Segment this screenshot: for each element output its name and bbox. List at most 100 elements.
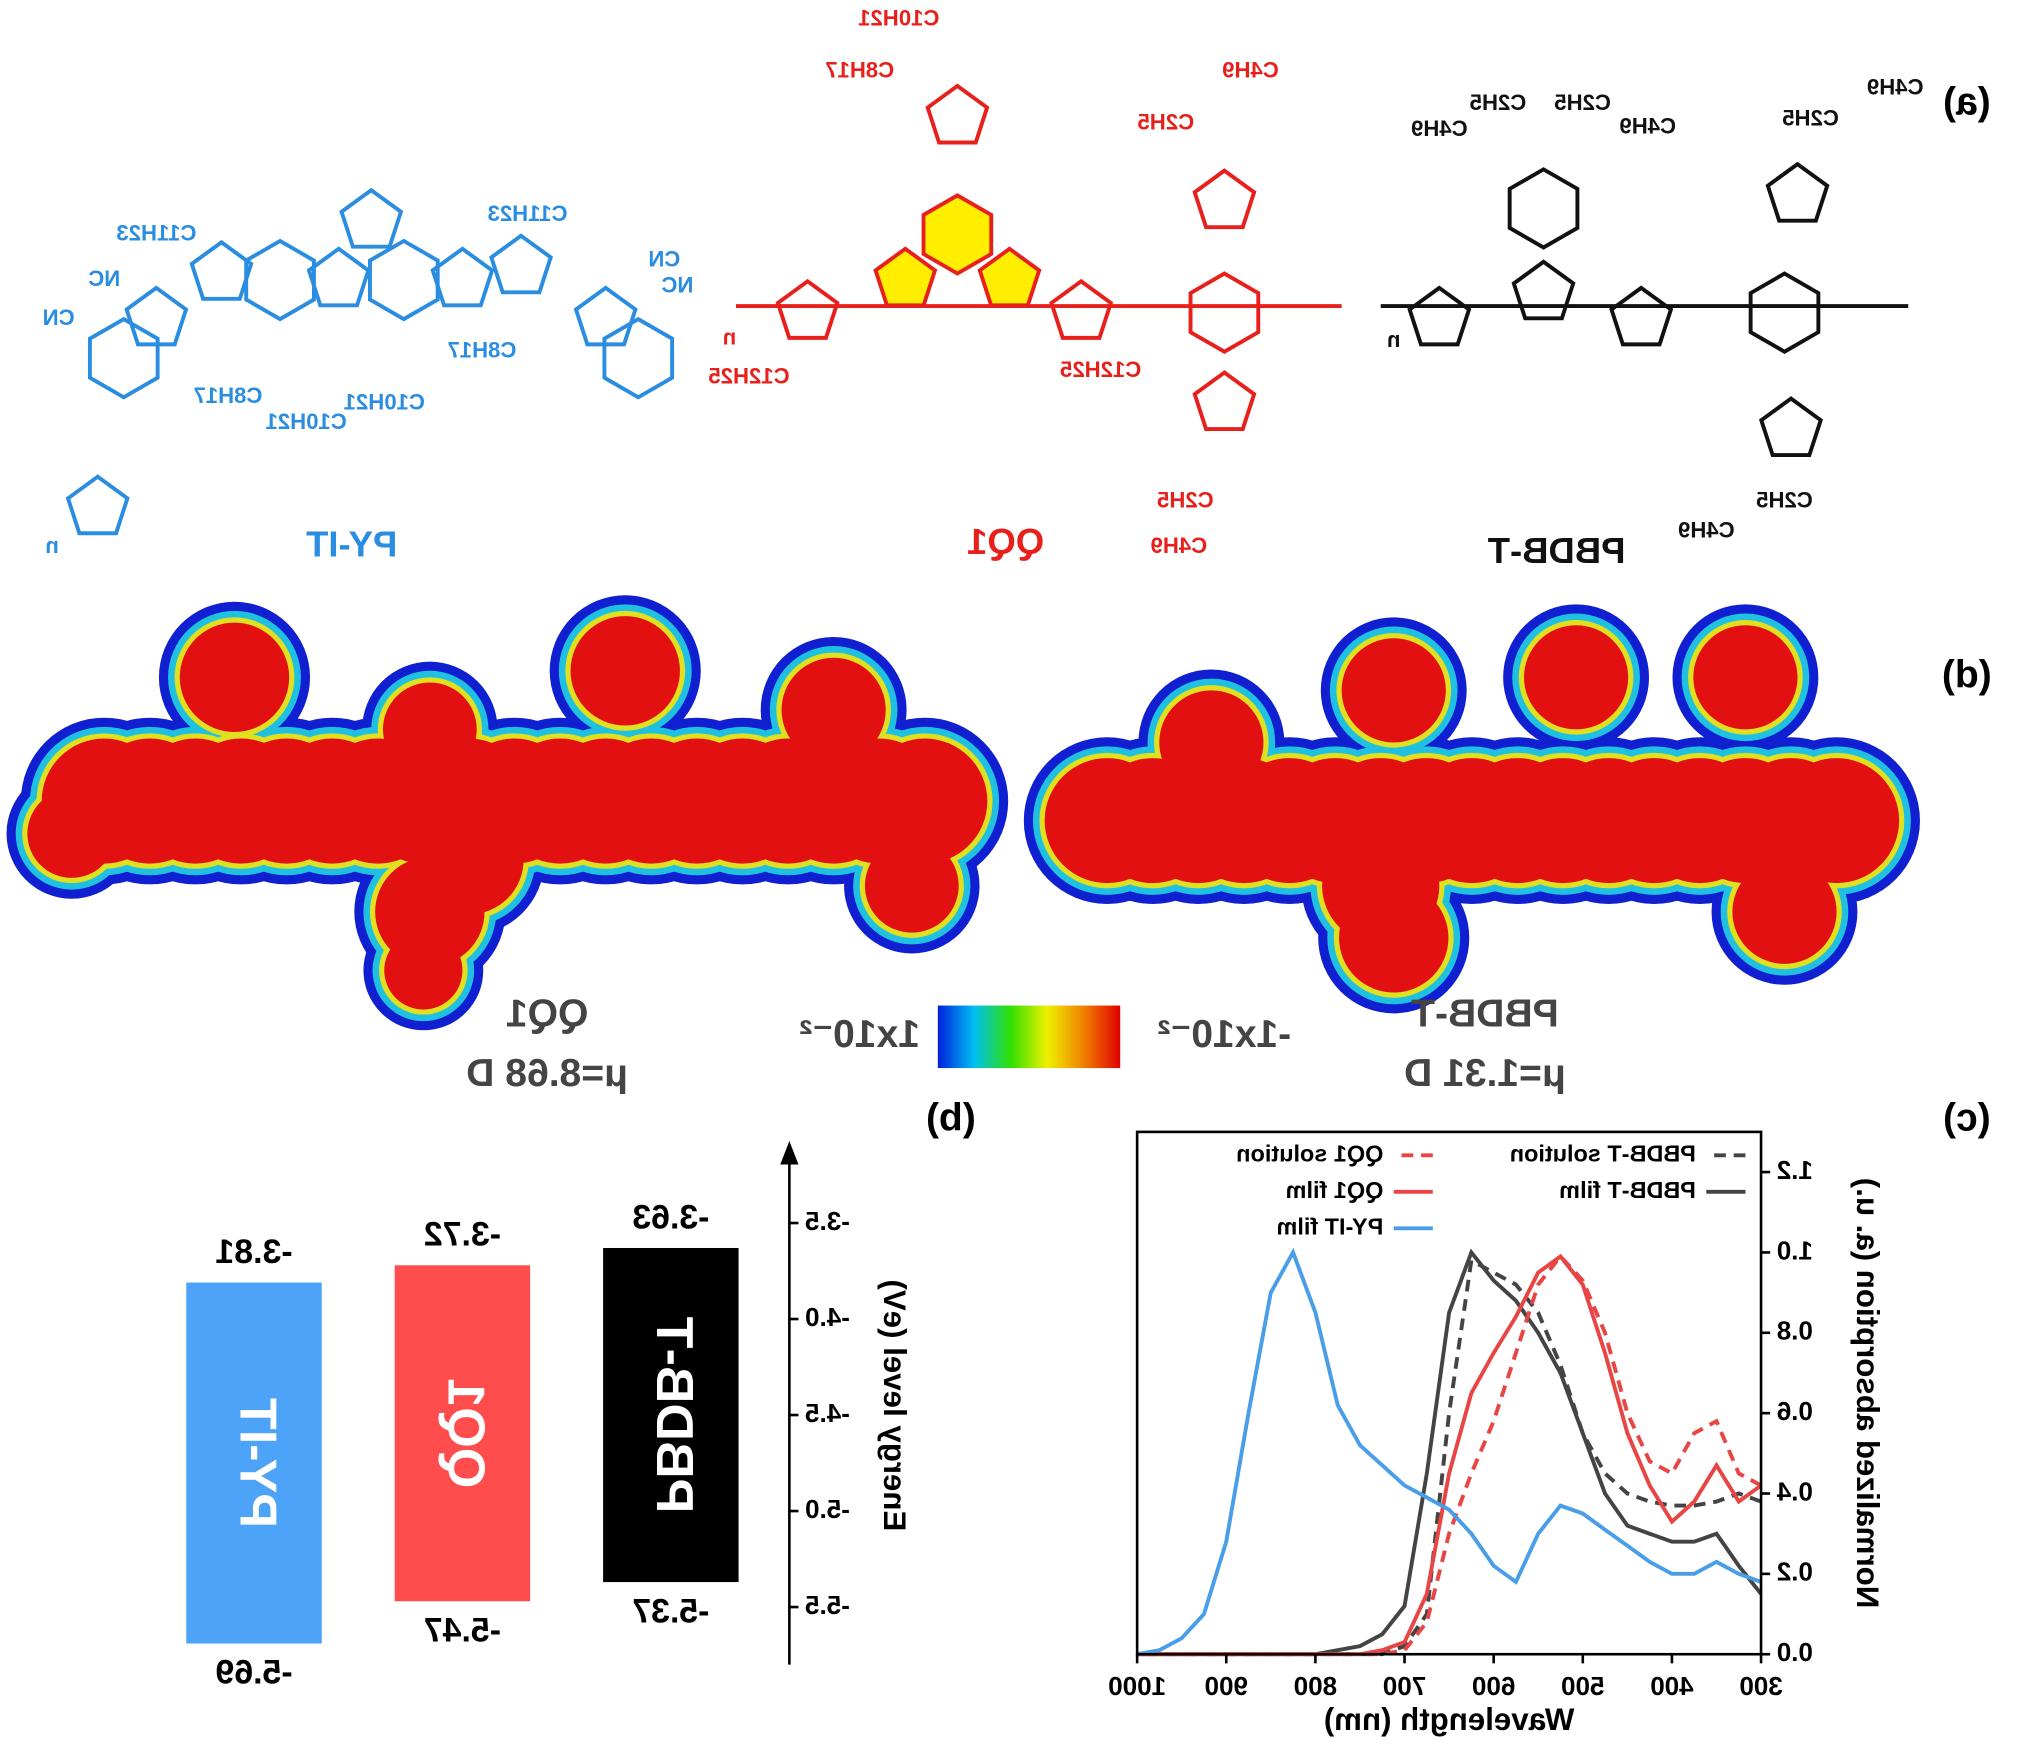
substituent-label: C2H5 [1782, 106, 1839, 131]
substituent-label: n [723, 325, 737, 350]
ring [367, 238, 440, 322]
esp-surface [864, 838, 959, 933]
substituent-label: C11H23 [116, 220, 196, 245]
substituent-label: C12H25 [708, 364, 789, 389]
dipole-label: μ=1.31 D [1404, 1052, 1566, 1095]
substituent-label: C4H9 [1619, 113, 1676, 138]
energy-bar [603, 1247, 739, 1583]
y-tick-label: 1.0 [1777, 1235, 1813, 1265]
x-tick-label: 700 [1383, 1671, 1426, 1701]
esp-surface [414, 804, 524, 915]
substituent-label: NC [661, 272, 693, 297]
ring [1192, 168, 1257, 230]
y-tick-label: 0.6 [1777, 1396, 1813, 1426]
molecule-name: PBDB-T [1488, 530, 1626, 571]
x-tick-label: 800 [1294, 1671, 1337, 1701]
colorbar-max: 1x10⁻² [799, 1013, 920, 1056]
esp-surface [1693, 625, 1798, 730]
substituent-label: C8H17 [825, 57, 894, 82]
energy-bar [394, 1265, 531, 1602]
ring [1507, 167, 1580, 250]
ring [1748, 271, 1821, 354]
ring [489, 233, 554, 295]
esp-surface [1732, 859, 1837, 964]
lumo-label: -3.81 [215, 1233, 292, 1271]
surface-name: QQ1 [506, 992, 589, 1035]
y-tick-label: -4.5 [805, 1398, 850, 1428]
ring [775, 278, 840, 340]
substituent-label: CN [648, 246, 680, 271]
x-tick-label: 300 [1739, 1671, 1782, 1701]
colorbar [937, 1005, 1121, 1069]
legend-label: PBDB-T film [1559, 1177, 1696, 1203]
bar-label: PBDB-T [645, 1316, 703, 1513]
substituent-label: C4H9 [1867, 74, 1924, 99]
y-tick-label: -5.5 [805, 1590, 850, 1620]
absorption-line [1136, 1247, 1762, 1657]
esp-surface [27, 789, 116, 878]
substituent-label: C2H5 [1554, 90, 1611, 115]
dipole-label: μ=8.68 D [466, 1052, 628, 1095]
ring [306, 246, 371, 308]
ring [602, 316, 675, 400]
plot-frame [1135, 1130, 1763, 1656]
ring [1049, 278, 1114, 340]
molecule-name: PY-IT [306, 524, 397, 565]
ring [339, 187, 404, 249]
esp-surface [1341, 638, 1446, 743]
substituent-label: NC [88, 266, 120, 291]
lumo-label: -3.72 [424, 1216, 501, 1254]
substituent-label: C10H21 [266, 409, 347, 434]
substituent-label: C2H5 [1157, 487, 1214, 512]
substituent-label: C2H5 [1470, 90, 1527, 115]
y-tick-label: 0.8 [1777, 1316, 1813, 1346]
y-axis-title: Energy level (eV) [877, 1280, 912, 1532]
homo-label: -5.69 [215, 1654, 292, 1692]
panel-label: (a) [1943, 81, 1991, 124]
y-tick-label: -3.5 [805, 1206, 850, 1236]
panel-label: (d) [1942, 654, 1992, 697]
legend-label: QQ1 solution [1236, 1141, 1383, 1167]
substituent-label: C4H9 [1678, 517, 1735, 542]
substituent-label: C2H5 [1756, 487, 1813, 512]
y-tick-label: -5.0 [805, 1494, 850, 1524]
ring [925, 83, 990, 145]
ring [430, 246, 495, 308]
esp-surface [570, 616, 680, 726]
ring [921, 193, 994, 276]
lumo-label: -3.63 [632, 1198, 709, 1236]
substituent-label: C4H9 [1411, 116, 1468, 141]
legend-label: PY-IT film [1277, 1213, 1384, 1239]
panel-label: (c) [1943, 1097, 1991, 1140]
homo-label: -5.37 [632, 1592, 709, 1630]
homo-label: -5.47 [424, 1611, 501, 1649]
substituent-label: C8H17 [448, 338, 517, 363]
y-tick-label: 0.2 [1777, 1557, 1813, 1587]
ring [124, 285, 189, 347]
esp-surface [1159, 690, 1264, 795]
substituent-label: C8H17 [194, 383, 263, 408]
substituent-label: C2H5 [1138, 110, 1195, 135]
absorption-line [1137, 1257, 1762, 1657]
y-axis-title: Normalized absorption (a. u.) [1850, 1178, 1885, 1609]
substituent-label: n [45, 533, 59, 558]
ring [65, 474, 130, 536]
ring [573, 285, 638, 347]
ring [1511, 259, 1576, 321]
bar-label: QQ1 [437, 1378, 495, 1488]
legend-label: QQ1 film [1286, 1177, 1384, 1203]
substituent-label: C10H21 [858, 5, 939, 30]
ring [244, 238, 316, 322]
absorption-line [1137, 1253, 1762, 1657]
esp-surface [781, 657, 886, 762]
substituent-label: C10H21 [344, 390, 425, 415]
y-tick-label: 0.0 [1777, 1637, 1813, 1667]
substituent-label: CN [43, 305, 75, 330]
x-tick-label: 1000 [1108, 1671, 1166, 1701]
y-tick-label: 0.4 [1776, 1476, 1813, 1506]
ring [1192, 370, 1257, 432]
y-tick-label: 1.2 [1777, 1155, 1813, 1185]
esp-surface [384, 931, 463, 1010]
